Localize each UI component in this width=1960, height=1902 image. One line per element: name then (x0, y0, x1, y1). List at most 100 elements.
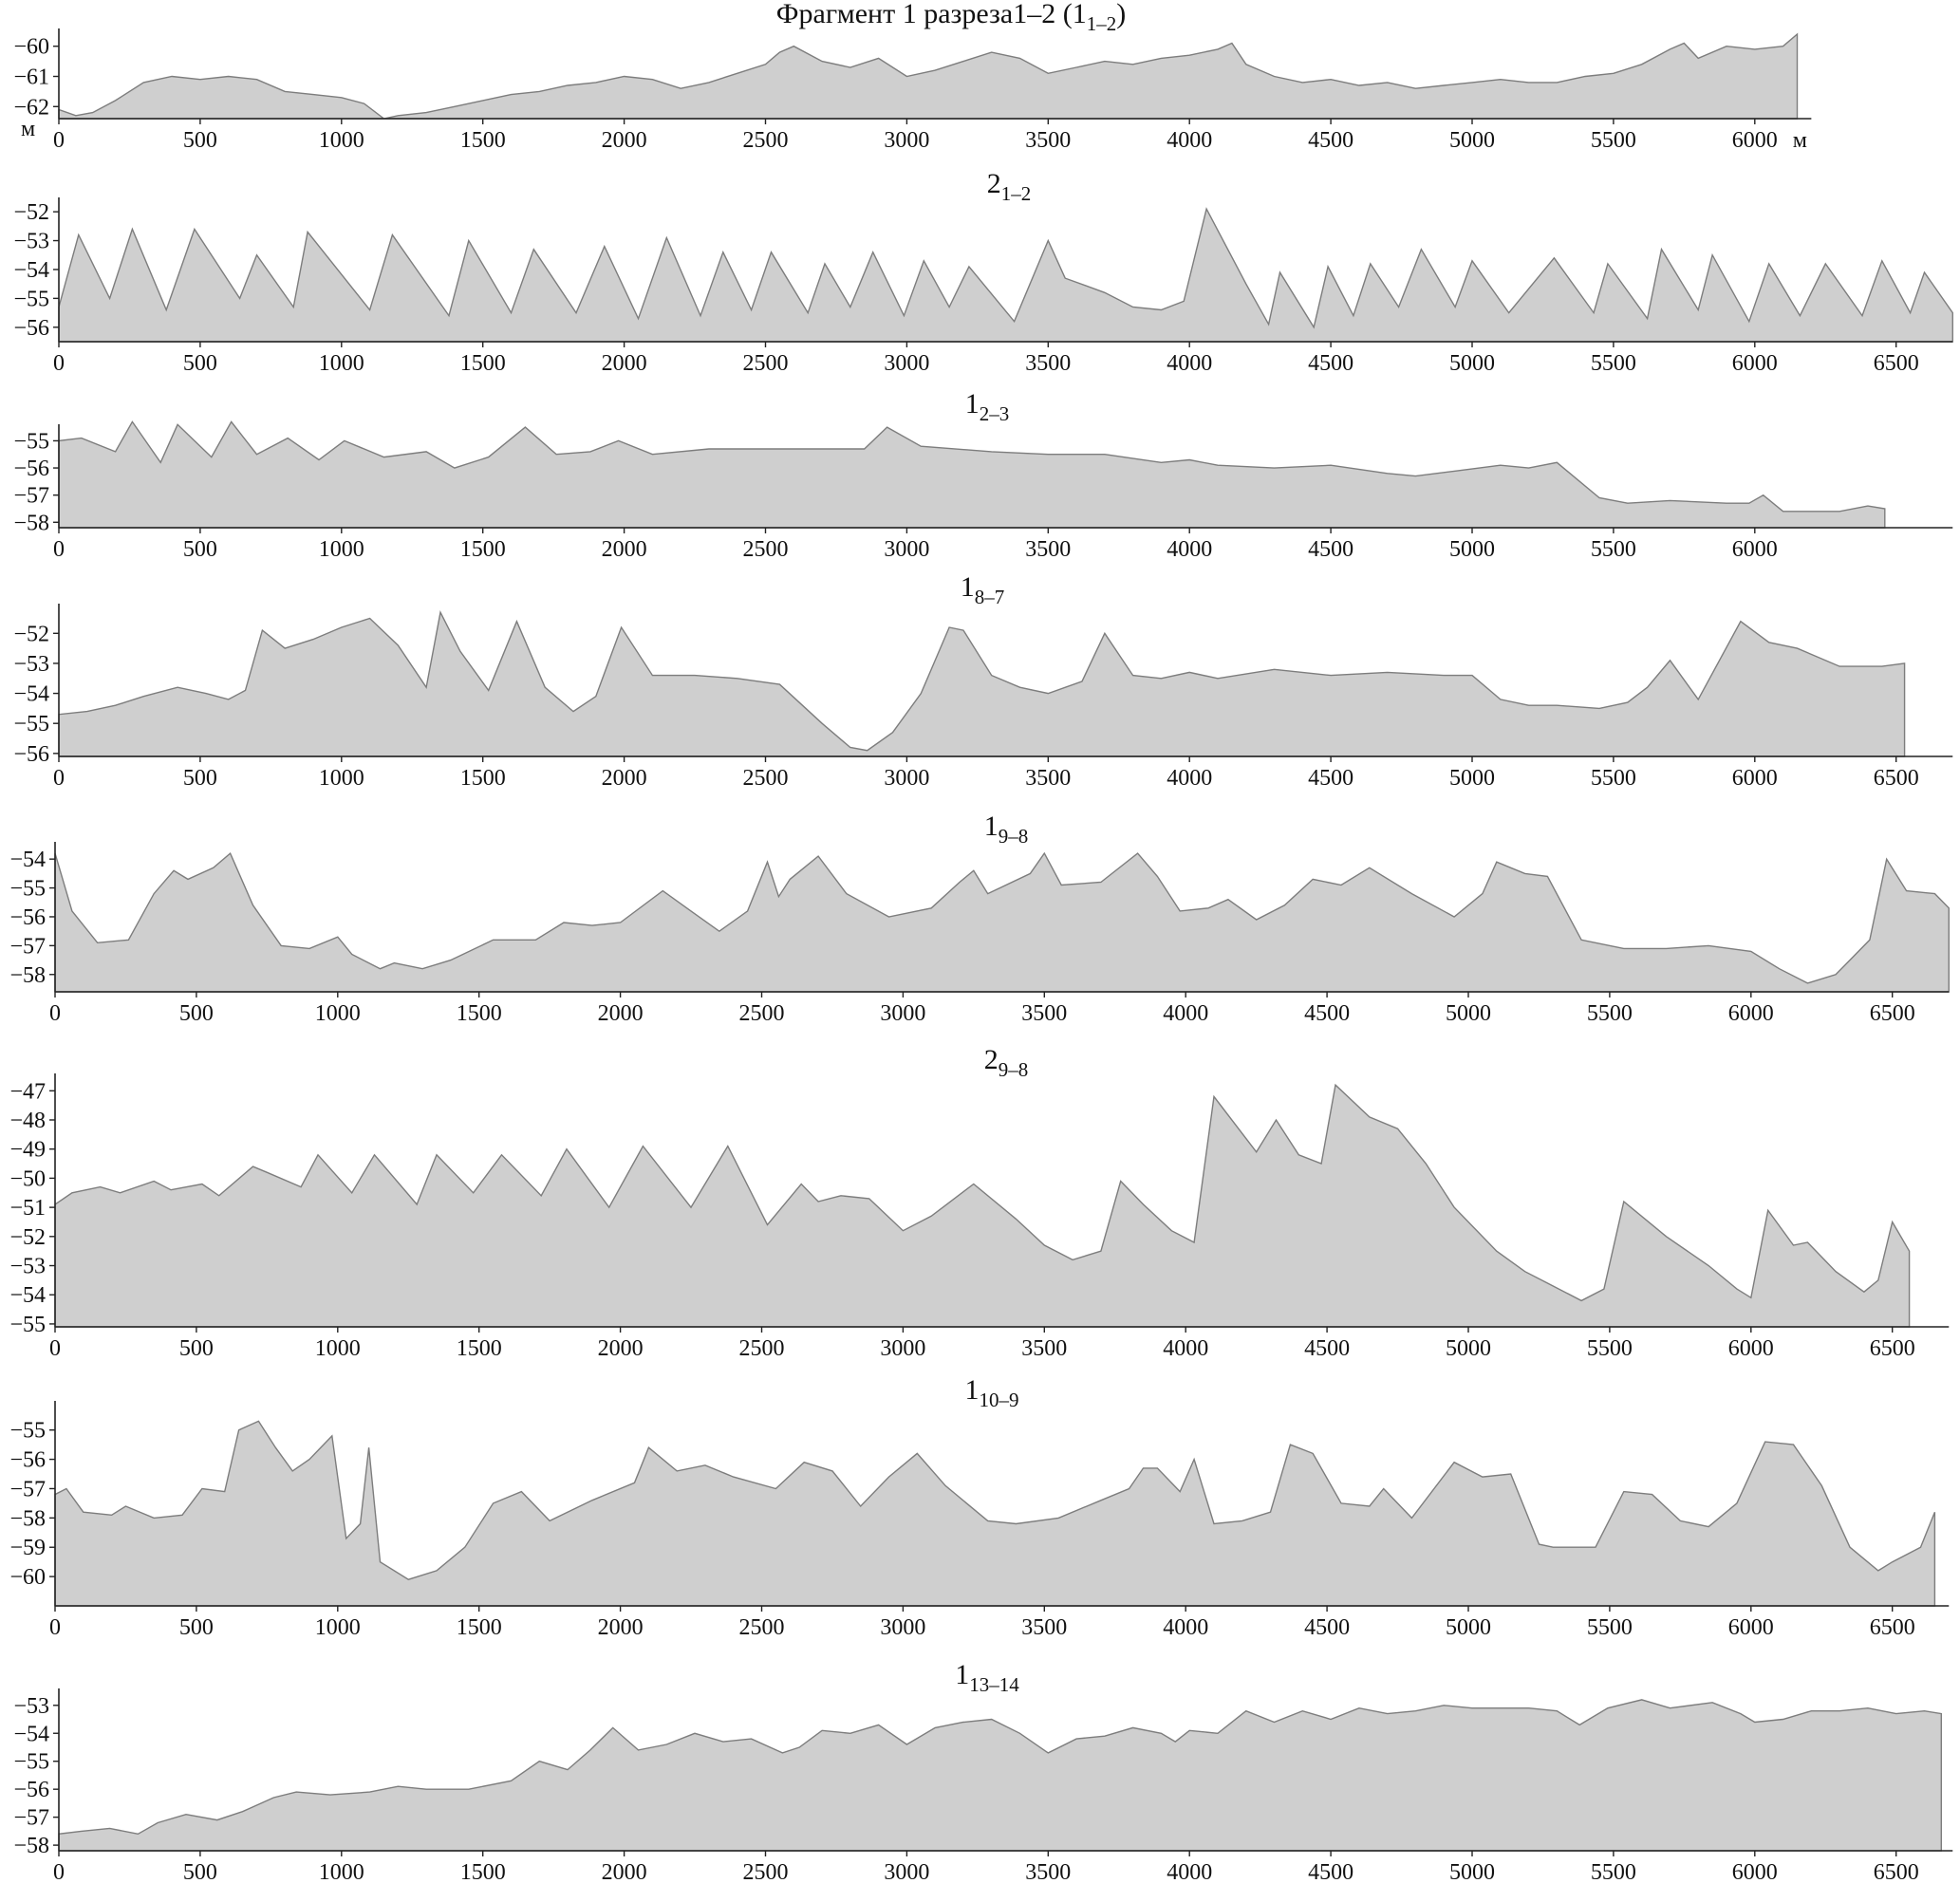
x-tick-label: 1500 (457, 1615, 502, 1640)
x-tick-label: 1000 (319, 537, 364, 562)
x-tick-label: 2000 (602, 1860, 647, 1885)
x-tick-label: 4500 (1304, 1001, 1350, 1026)
x-tick-label: 5500 (1587, 1001, 1633, 1026)
y-tick-label: −58 (9, 1506, 46, 1531)
x-tick-label: 2500 (743, 351, 789, 376)
y-tick-label: −51 (9, 1196, 46, 1221)
x-tick-label: 4500 (1308, 128, 1353, 153)
y-tick-label: −57 (13, 484, 49, 509)
y-tick-label: −54 (9, 848, 46, 872)
x-tick-label: 5000 (1449, 351, 1495, 376)
x-tick-label: 2500 (739, 1001, 785, 1026)
x-tick-label: 5500 (1591, 537, 1636, 562)
y-tick-label: −57 (13, 1806, 49, 1831)
x-tick-label: 1000 (319, 1860, 364, 1885)
x-tick-label: 4000 (1163, 1001, 1208, 1026)
x-tick-label: 4500 (1308, 1860, 1353, 1885)
x-tick-label: 3500 (1025, 766, 1071, 791)
x-tick-label: 1000 (315, 1615, 361, 1640)
x-tick-label: 4000 (1167, 128, 1212, 153)
x-tick-label: 4000 (1167, 351, 1212, 376)
panel-title-subscript: 2–3 (980, 402, 1010, 425)
panel-title: 21–2 (987, 168, 1032, 205)
x-tick-label: 6000 (1732, 766, 1778, 791)
x-tick-label: 6000 (1732, 1860, 1778, 1885)
panel-title-suffix: ) (1116, 0, 1126, 29)
y-tick-label: −53 (13, 652, 49, 677)
y-tick-label: −57 (9, 934, 46, 959)
y-tick-label: −52 (9, 1225, 46, 1250)
panel-title: 12–3 (965, 388, 1010, 425)
panel-title-main: 1 (965, 1374, 980, 1406)
profile-area-3 (58, 420, 1886, 529)
x-tick-label: 3000 (884, 351, 929, 376)
x-tick-label: 0 (49, 1615, 61, 1640)
y-tick-label: −56 (13, 316, 49, 341)
y-tick-label: −57 (9, 1477, 46, 1501)
x-tick-label: 0 (49, 1336, 61, 1361)
y-tick-label: −47 (9, 1079, 46, 1104)
panel-title: 18–7 (961, 571, 1005, 608)
x-tick-label: 3500 (1025, 128, 1071, 153)
x-tick-label: 5500 (1591, 766, 1636, 791)
x-tick-label: 2000 (598, 1336, 644, 1361)
profile-panel-2: −52 −53 −54 −55 −560 500 1000 1500 2000 2500 3000 3… (13, 168, 1953, 376)
x-tick-label: 2000 (602, 766, 647, 791)
y-tick-label: −53 (9, 1255, 46, 1279)
x-tick-label: 1500 (460, 351, 506, 376)
profile-panel-5: −54 −55 −56 −57 −580 500 1000 1500 2000 2500 3000 3… (9, 811, 1950, 1026)
panel-title-main: 2 (987, 168, 1001, 199)
panel-title-main: Фрагмент 1 разреза1–2 (1 (776, 0, 1087, 29)
x-tick-label: 500 (183, 128, 217, 153)
y-tick-label: −50 (9, 1166, 46, 1191)
x-tick-label: 6500 (1870, 1615, 1915, 1640)
x-tick-label: 3000 (884, 766, 929, 791)
profile-panel-7: −55 −56 −57 −58 −59 −600 500 1000 1500 2000 2500 30… (9, 1374, 1950, 1640)
y-tick-label: −56 (9, 1448, 46, 1473)
panel-title: 113–14 (955, 1659, 1019, 1696)
x-tick-label: 3500 (1021, 1001, 1067, 1026)
x-tick-label: 4500 (1304, 1336, 1350, 1361)
x-tick-label: 5500 (1587, 1336, 1633, 1361)
x-tick-label: 6000 (1728, 1615, 1774, 1640)
x-tick-label: 6000 (1732, 537, 1778, 562)
x-tick-label: 1500 (460, 766, 506, 791)
x-tick-label: 5500 (1591, 351, 1636, 376)
x-tick-label: 6000 (1728, 1336, 1774, 1361)
profile-area-2 (58, 207, 1953, 343)
x-tick-label: 6000 (1732, 128, 1778, 153)
x-tick-label: 2500 (743, 128, 789, 153)
y-tick-label: −52 (13, 200, 49, 225)
y-tick-label: −55 (9, 1419, 46, 1444)
x-tick-label: 5000 (1449, 128, 1495, 153)
panel-title-subscript: 8–7 (975, 586, 1005, 608)
x-tick-label: 500 (179, 1615, 214, 1640)
y-tick-label: −55 (9, 877, 46, 902)
y-tick-label: −61 (13, 65, 49, 90)
profile-panel-6: −47 −48 −49 −50 −51 −52 −53 −54 −550 500 1000 1500 2… (9, 1044, 1950, 1361)
x-tick-label: 2500 (739, 1615, 785, 1640)
x-tick-label: 1500 (457, 1336, 502, 1361)
x-tick-label: 3500 (1025, 1860, 1071, 1885)
y-tick-label: −55 (9, 1313, 46, 1337)
x-tick-label: 3000 (884, 537, 929, 562)
x-tick-label: 5000 (1446, 1615, 1491, 1640)
y-tick-label: −58 (13, 1834, 49, 1858)
x-tick-label: 0 (53, 766, 65, 791)
y-tick-label: −53 (13, 1694, 49, 1719)
y-tick-label: −56 (13, 1778, 49, 1802)
y-tick-label: −60 (9, 1565, 46, 1590)
x-tick-label: 6500 (1874, 1860, 1919, 1885)
y-tick-label: −49 (9, 1138, 46, 1163)
panel-title-subscript: 9–8 (999, 1058, 1029, 1081)
x-tick-label: 2000 (598, 1001, 644, 1026)
y-tick-label: −56 (9, 905, 46, 930)
x-tick-label: 4500 (1308, 537, 1353, 562)
panel-title-subscript: 10–9 (980, 1389, 1019, 1411)
x-tick-label: 3000 (880, 1615, 925, 1640)
x-tick-label: 4500 (1304, 1615, 1350, 1640)
x-tick-label: 500 (183, 351, 217, 376)
y-tick-label: −56 (13, 742, 49, 767)
y-tick-label: −58 (9, 963, 46, 988)
